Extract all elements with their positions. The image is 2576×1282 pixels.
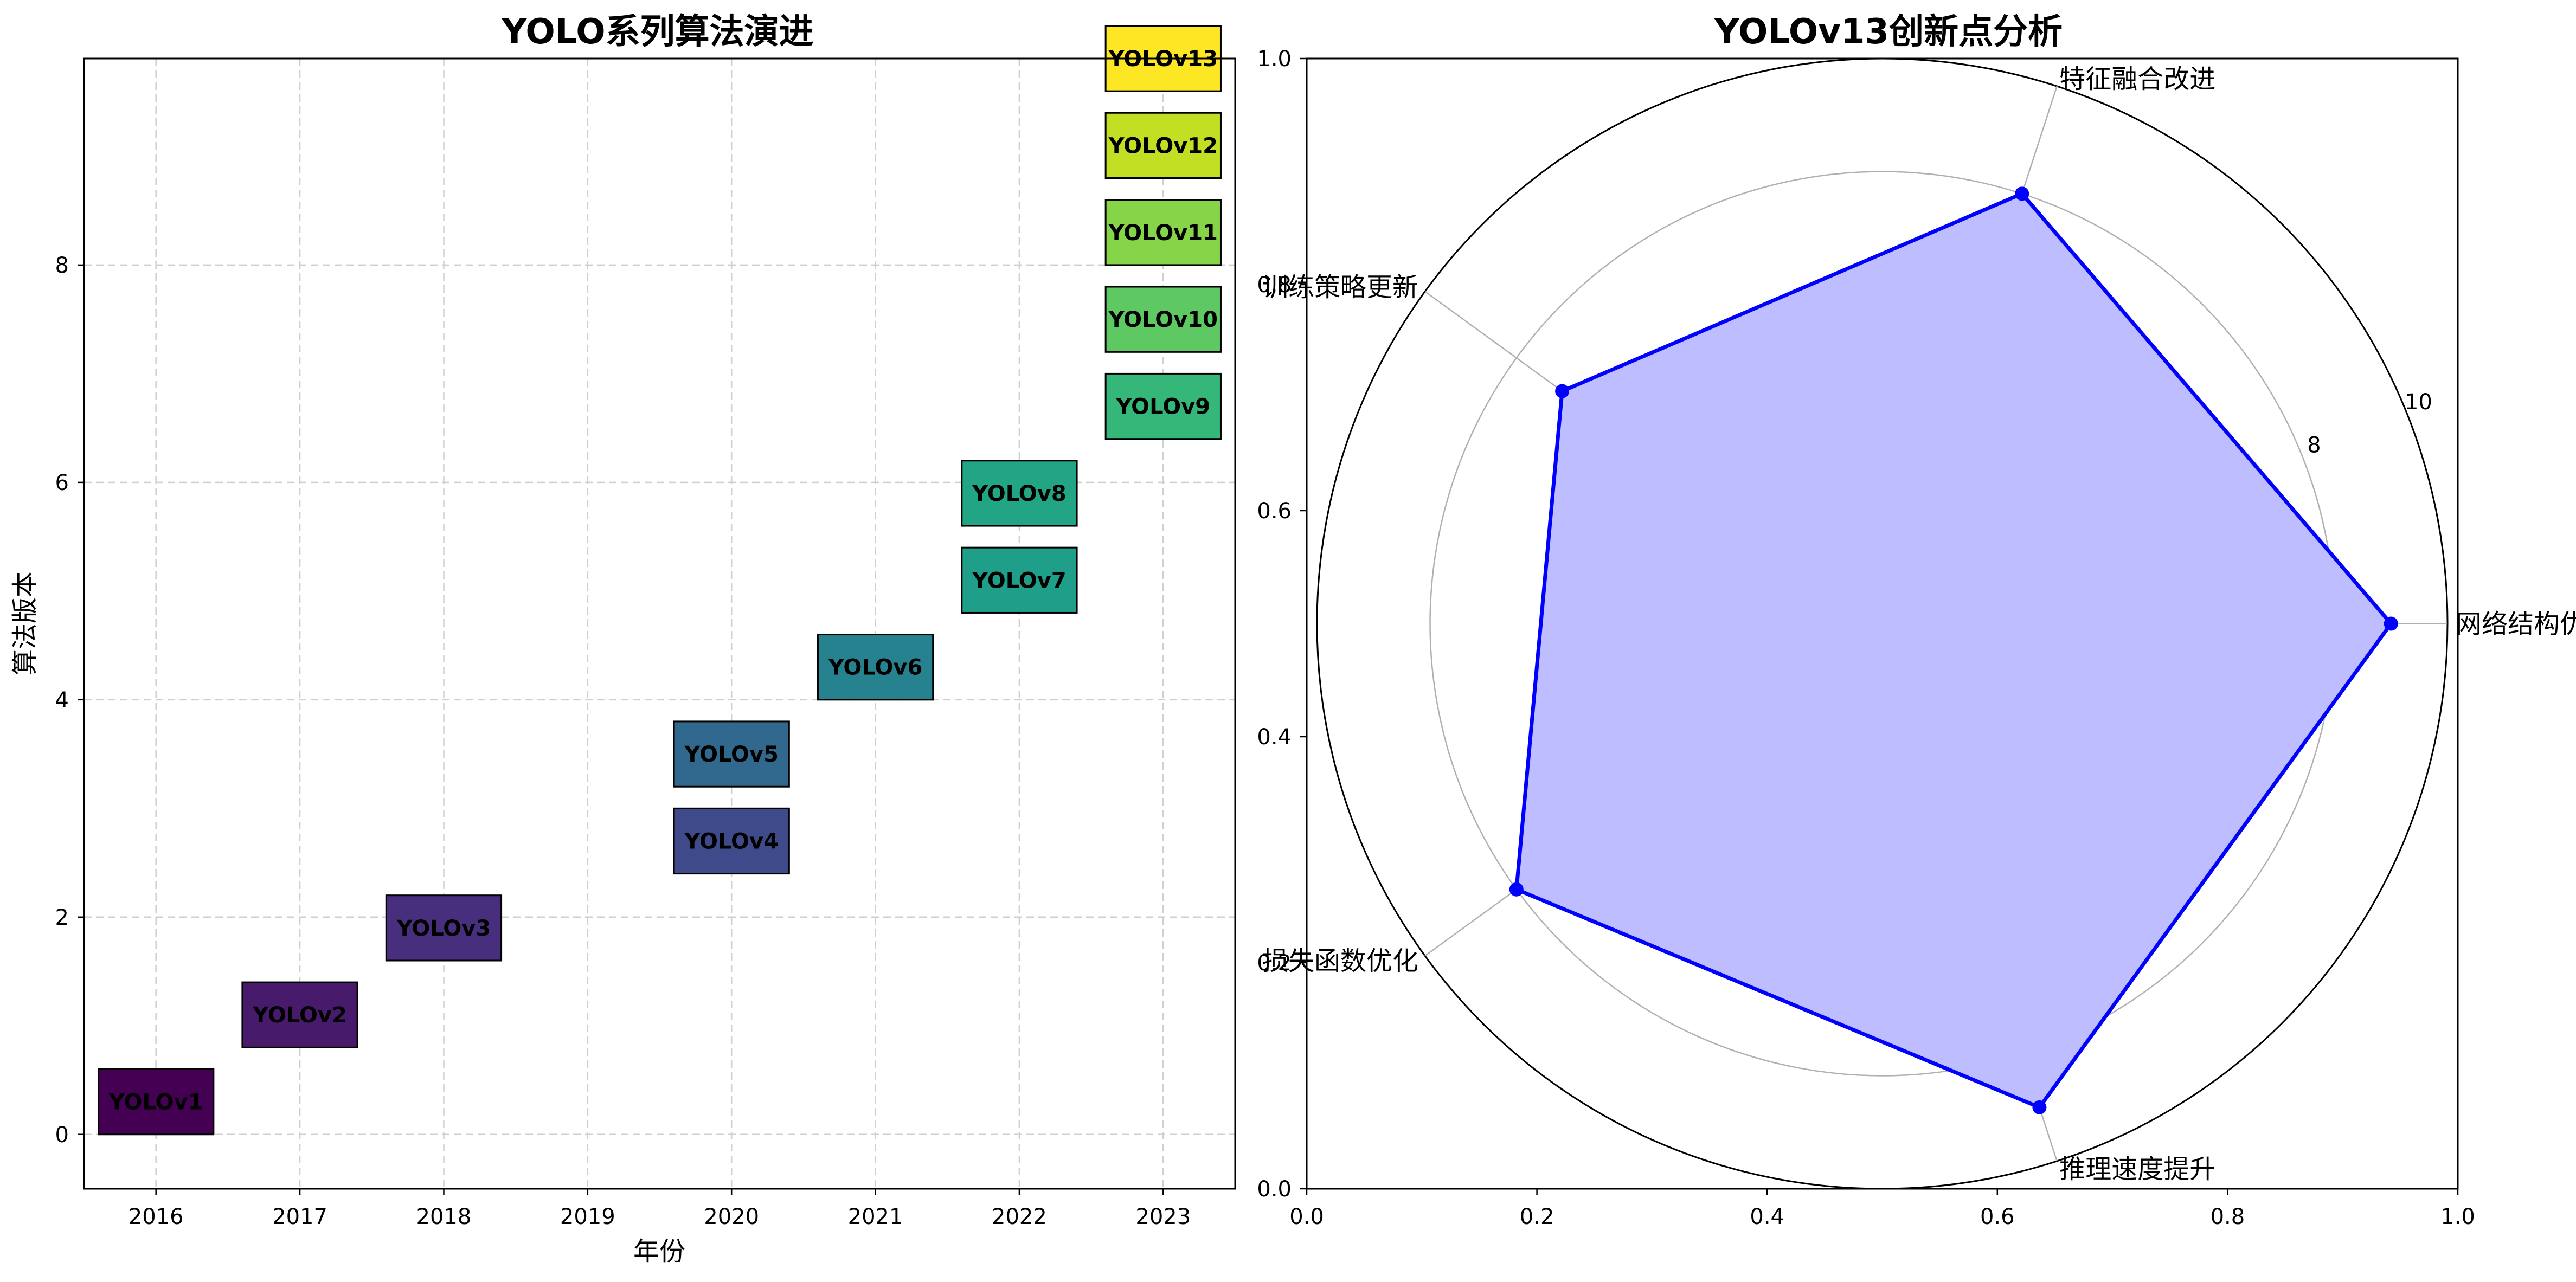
version-box: YOLOv7 — [961, 546, 1078, 614]
y-tick-label: 2 — [55, 905, 69, 930]
version-box: YOLOv3 — [385, 894, 503, 962]
radar-category-label: 网络结构优化 — [2456, 609, 2576, 640]
frame-x-tick-label: 0.8 — [2211, 1204, 2245, 1229]
frame-y-tick-label: 1.0 — [1257, 47, 1292, 72]
timeline-xlabel: 年份 — [633, 1236, 685, 1267]
x-tick-label: 2022 — [992, 1204, 1047, 1229]
timeline-y-ticks: 0 2 4 6 8 — [55, 253, 84, 1148]
y-tick-label: 4 — [55, 688, 69, 713]
radar-category-label: 训练策略更新 — [1262, 272, 1418, 302]
x-tick-label: 2017 — [272, 1204, 327, 1229]
version-box-rect — [241, 981, 358, 1048]
version-box: YOLOv8 — [961, 460, 1078, 527]
x-tick-label: 2021 — [848, 1204, 903, 1229]
version-box-rect — [385, 894, 503, 962]
frame-y-tick-label: 0.0 — [1257, 1177, 1292, 1202]
radar-point — [2015, 186, 2029, 201]
radar-frame-ticks: 0.0 0.2 0.4 0.6 0.8 1.0 0.0 0.2 0.4 0.6 0.8 1.0 — [1257, 47, 2475, 1229]
version-box: YOLOv9 — [1104, 372, 1222, 440]
version-box: YOLOv1 — [98, 1068, 215, 1136]
version-label: YOLOv4 — [684, 829, 779, 854]
x-tick-label: 2020 — [704, 1204, 759, 1229]
version-box-rect — [961, 460, 1078, 527]
version-box: YOLOv6 — [817, 634, 934, 701]
version-box-rect — [1104, 372, 1222, 440]
radar-data — [1509, 186, 2398, 1114]
version-box-rect — [817, 634, 934, 701]
version-box: YOLOv2 — [241, 981, 358, 1048]
timeline-x-ticks: 2016 2017 2018 2019 2020 2021 2022 2023 — [129, 1189, 1191, 1229]
x-tick-label: 2016 — [129, 1204, 184, 1229]
frame-y-tick-label: 0.2 — [1257, 951, 1292, 976]
version-label: YOLOv10 — [1108, 307, 1218, 332]
x-tick-label: 2023 — [1135, 1204, 1191, 1229]
version-label: YOLOv6 — [828, 655, 923, 680]
y-tick-label: 0 — [55, 1123, 69, 1148]
version-label: YOLOv12 — [1108, 133, 1218, 158]
frame-y-tick-label: 0.4 — [1257, 725, 1292, 750]
version-label: YOLOv3 — [396, 916, 491, 941]
radar-chart: YOLOv13创新点分析 0.0 0.2 0.4 0.6 0.8 1.0 0.0 0.2 0.4… — [1257, 12, 2576, 1229]
frame-x-tick-label: 0.4 — [1750, 1204, 1784, 1229]
radar-point — [2384, 616, 2398, 631]
version-label: YOLOv1 — [108, 1090, 203, 1115]
x-tick-label: 2019 — [560, 1204, 615, 1229]
timeline-grid — [84, 59, 1235, 1189]
radar-r-tick-label: 8 — [2307, 433, 2321, 458]
version-box: YOLOv4 — [673, 807, 790, 875]
version-box: YOLOv5 — [673, 720, 790, 788]
version-box-rect — [961, 546, 1078, 614]
frame-y-tick-label: 0.6 — [1257, 499, 1292, 524]
radar-r-tick-label: 10 — [2405, 390, 2432, 415]
version-label: YOLOv8 — [972, 481, 1067, 506]
version-box: YOLOv11 — [1104, 199, 1222, 266]
version-box-rect — [98, 1068, 215, 1136]
radar-point — [1555, 384, 1570, 398]
version-box: YOLOv12 — [1104, 112, 1222, 179]
timeline-ylabel: 算法版本 — [10, 571, 40, 675]
radar-category-label: 损失函数优化 — [1262, 946, 1418, 976]
version-label: YOLOv2 — [252, 1003, 347, 1028]
radar-category-label: 推理速度提升 — [2059, 1154, 2215, 1184]
radar-title: YOLOv13创新点分析 — [1714, 12, 2063, 52]
frame-x-tick-label: 0.6 — [1980, 1204, 2015, 1229]
y-tick-label: 6 — [55, 471, 69, 495]
version-label: YOLOv7 — [972, 568, 1067, 593]
version-box-rect — [673, 807, 790, 875]
timeline-title: YOLO系列算法演进 — [501, 12, 813, 52]
timeline-axes-frame — [83, 57, 1236, 1190]
frame-x-tick-label: 1.0 — [2440, 1204, 2475, 1229]
timeline-boxes: YOLOv1 YOLOv2 YOLOv3 YOLOv4 YOLOv5 YOLOv6 YOLO… — [98, 25, 1222, 1136]
version-box-rect — [1104, 112, 1222, 179]
version-label: YOLOv5 — [684, 742, 779, 767]
radar-fill — [1516, 194, 2391, 1107]
radar-series-line — [1514, 191, 2393, 1110]
timeline-chart: YOLO系列算法演进 YOLOv1YOLOv2YOLOv3YOLOv4YOLOv… — [10, 12, 1236, 1267]
version-label: YOLOv11 — [1108, 221, 1218, 246]
radar-point — [2032, 1100, 2047, 1114]
version-box-rect — [1104, 286, 1222, 353]
x-tick-label: 2018 — [416, 1204, 472, 1229]
version-box-rect — [1104, 199, 1222, 266]
frame-x-tick-label: 0.2 — [1520, 1204, 1554, 1229]
radar-category-label: 特征融合改进 — [2059, 64, 2215, 94]
frame-x-tick-label: 0.0 — [1289, 1204, 1324, 1229]
version-box: YOLOv10 — [1104, 286, 1222, 353]
frame-y-tick-label: 0.8 — [1257, 273, 1292, 298]
y-tick-label: 8 — [55, 253, 69, 278]
version-box-rect — [673, 720, 790, 788]
version-label: YOLOv9 — [1116, 395, 1211, 420]
radar-point — [1509, 882, 1524, 897]
